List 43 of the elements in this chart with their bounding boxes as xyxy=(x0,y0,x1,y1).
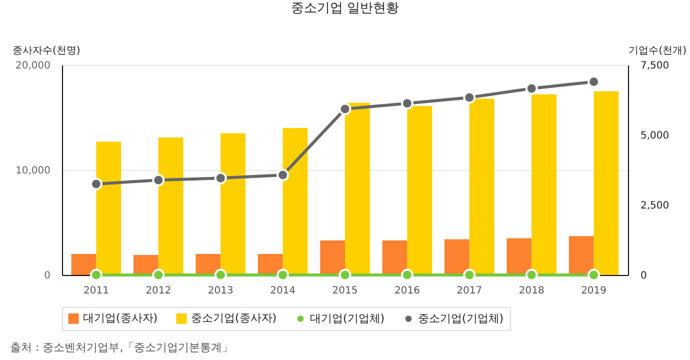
y2-tick-label: 5,000 xyxy=(640,130,670,142)
bar xyxy=(506,238,532,275)
bar xyxy=(71,254,96,275)
x-tick-label: 2016 xyxy=(394,286,420,296)
x-tick-label: 2019 xyxy=(581,286,607,296)
y2-tick-label: 7,500 xyxy=(640,60,670,72)
x-tick-label: 2017 xyxy=(456,286,482,296)
bar xyxy=(469,98,494,275)
bar xyxy=(568,236,594,275)
bar xyxy=(96,142,122,275)
point xyxy=(338,102,352,116)
x-tick-label: 2018 xyxy=(518,286,544,296)
legend-label: 중소기업(기업체) xyxy=(418,312,504,325)
y-tick-label: 10,000 xyxy=(16,166,50,176)
bar xyxy=(320,240,345,275)
y2-tick-label: 0 xyxy=(640,270,647,282)
y2-axis-title: 기업수(천개) xyxy=(628,46,687,56)
x-tick-label: 2013 xyxy=(208,286,234,296)
point xyxy=(214,172,227,184)
x-tick-label: 2012 xyxy=(146,286,172,296)
bar xyxy=(220,133,246,275)
bar xyxy=(282,128,308,275)
source-note: 출처 : 중소벤처기업부,「중소기업기본통계」 xyxy=(10,340,234,355)
point xyxy=(152,174,165,186)
bar xyxy=(407,106,432,275)
x-tick-label: 2014 xyxy=(270,286,296,296)
y-axis-title: 종사자수(천명) xyxy=(12,46,80,56)
x-tick-label: 2015 xyxy=(332,286,358,296)
chart-title: 중소기업 일반현황 xyxy=(290,1,400,16)
bar xyxy=(382,240,408,275)
y2-tick-label: 2,500 xyxy=(640,200,670,212)
y-tick-label: 0 xyxy=(44,270,50,282)
bar xyxy=(532,94,556,275)
bar xyxy=(444,239,470,275)
legend-label: 중소기업(종사자) xyxy=(191,312,277,325)
bar xyxy=(594,91,619,275)
point xyxy=(276,168,290,182)
legend-label: 대기업(기업체) xyxy=(310,312,385,325)
legend-label: 대기업(종사자) xyxy=(83,312,158,325)
bar xyxy=(158,137,184,275)
x-tick-label: 2011 xyxy=(83,286,109,296)
y-tick-label: 20,000 xyxy=(16,60,50,72)
bar xyxy=(345,102,370,275)
